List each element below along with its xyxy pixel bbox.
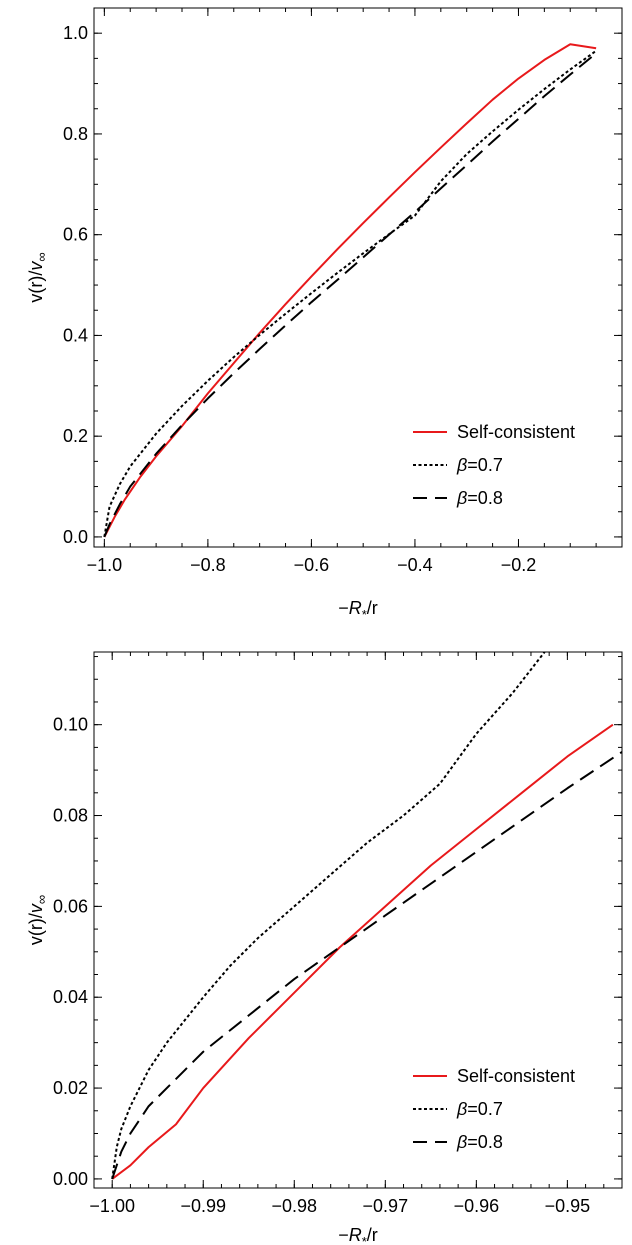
y-tick-label: 0.2 — [63, 426, 88, 446]
y-tick-label: 0.0 — [63, 527, 88, 547]
y-tick-label: 1.0 — [63, 23, 88, 43]
x-tick-label: −0.8 — [190, 555, 226, 575]
x-tick-label: −0.97 — [363, 1196, 409, 1216]
legend-label: β=0.8 — [456, 1132, 503, 1152]
y-axis-label: v(r)/v∞ — [26, 895, 49, 945]
series-line-self-consistent — [112, 725, 613, 1179]
legend-label: β=0.8 — [456, 488, 503, 508]
plot-frame — [94, 8, 622, 547]
y-tick-label: 0.02 — [53, 1078, 88, 1098]
legend-label: Self-consistent — [457, 422, 575, 442]
x-tick-label: −0.99 — [180, 1196, 226, 1216]
chart-overview: −1.0 −0.8 −0.6 −0.4 −0.2 0.0 0.2 0.4 0.6 0.8 1.0 −R… — [26, 8, 622, 622]
series-line-beta-0-8 — [112, 752, 622, 1179]
plot-frame — [94, 652, 622, 1188]
legend-label: Self-consistent — [457, 1066, 575, 1086]
legend: Self-consistent β=0.7 β=0.8 — [413, 1066, 575, 1152]
x-tick-label: −0.6 — [294, 555, 330, 575]
x-tick-label: −0.95 — [545, 1196, 591, 1216]
x-tick-label: −1.0 — [87, 555, 123, 575]
x-tick-label: −0.4 — [397, 555, 433, 575]
legend-label: β=0.7 — [456, 455, 503, 475]
y-axis-label: v(r)/v∞ — [26, 252, 49, 302]
y-tick-label: 0.8 — [63, 124, 88, 144]
legend: Self-consistent β=0.7 β=0.8 — [413, 422, 575, 508]
y-tick-label: 0.06 — [53, 896, 88, 916]
y-tick-label: 0.04 — [53, 987, 88, 1007]
x-axis-label: −R*/r — [338, 598, 378, 622]
y-tick-label: 0.08 — [53, 806, 88, 826]
series-line-self-consistent — [104, 44, 596, 537]
series-line-beta-0-7 — [104, 51, 596, 537]
x-axis-label: −R*/r — [338, 1225, 378, 1245]
y-tick-label: 0.10 — [53, 715, 88, 735]
chart-zoom-near-surface: −1.00 −0.99 −0.98 −0.97 −0.96 −0.95 0.00 0.02 0.… — [26, 652, 622, 1245]
x-tick-label: −0.2 — [501, 555, 537, 575]
x-tick-label: −1.00 — [89, 1196, 135, 1216]
series-line-beta-0-8 — [104, 53, 596, 537]
y-tick-label: 0.00 — [53, 1169, 88, 1189]
x-tick-label: −0.98 — [272, 1196, 318, 1216]
y-tick-label: 0.4 — [63, 325, 88, 345]
y-tick-label: 0.6 — [63, 225, 88, 245]
legend-label: β=0.7 — [456, 1099, 503, 1119]
x-tick-label: −0.96 — [454, 1196, 500, 1216]
